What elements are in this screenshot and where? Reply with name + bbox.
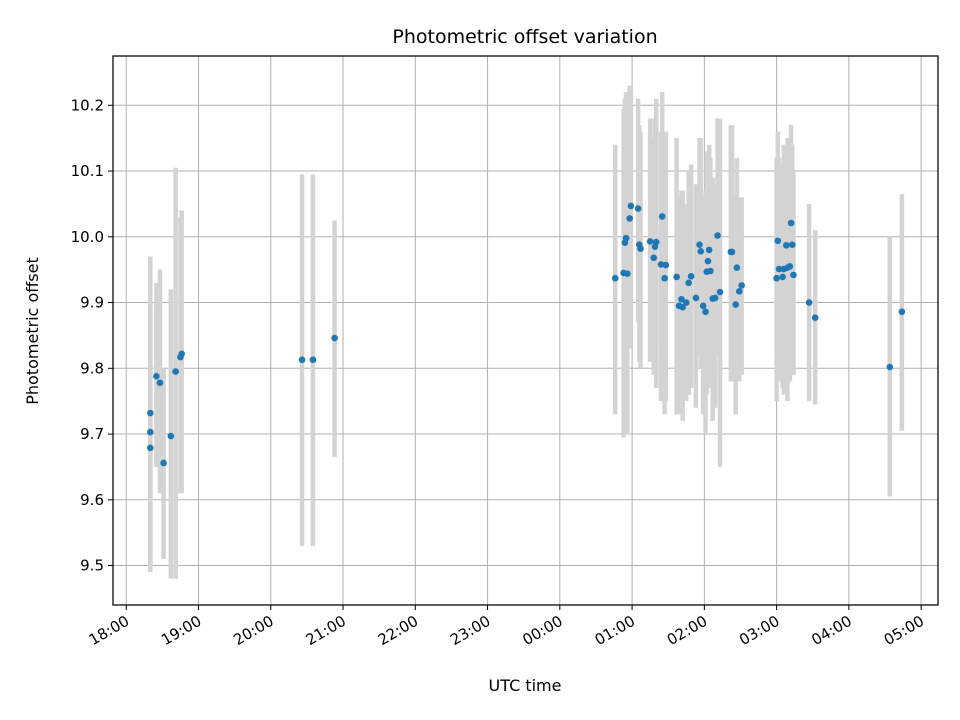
- data-point: [886, 363, 894, 371]
- data-point: [153, 372, 160, 380]
- y-tick-label: 9.6: [80, 491, 104, 509]
- y-tick-label: 9.7: [80, 425, 104, 443]
- data-point: [711, 294, 719, 302]
- data-point: [779, 273, 786, 281]
- data-point: [160, 459, 167, 467]
- data-point: [167, 432, 175, 440]
- data-point: [704, 257, 712, 265]
- data-point: [716, 288, 724, 296]
- data-point: [786, 263, 794, 270]
- data-point: [714, 232, 721, 239]
- data-point: [650, 254, 658, 262]
- data-point: [774, 237, 782, 245]
- data-point: [682, 299, 690, 306]
- data-point: [147, 444, 154, 452]
- y-tick-label: 10.0: [71, 228, 104, 246]
- data-point: [646, 238, 654, 245]
- data-point: [658, 213, 666, 220]
- data-point: [156, 379, 164, 387]
- y-tick-label: 9.9: [80, 294, 104, 312]
- data-point: [172, 368, 179, 375]
- data-point: [652, 238, 660, 246]
- data-point: [696, 241, 703, 248]
- data-point: [735, 288, 743, 295]
- data-point: [702, 308, 709, 316]
- data-point: [732, 301, 739, 308]
- data-point: [782, 242, 790, 249]
- data-point: [787, 219, 795, 227]
- data-point: [775, 265, 783, 273]
- y-tick-label: 9.8: [80, 359, 104, 377]
- data-point: [687, 272, 695, 280]
- data-point: [147, 428, 154, 436]
- data-point: [728, 248, 736, 256]
- data-point: [611, 274, 619, 282]
- y-tick-label: 10.1: [71, 162, 104, 180]
- data-point: [811, 314, 819, 321]
- data-point: [634, 205, 642, 212]
- data-point: [623, 270, 631, 277]
- data-point: [805, 299, 813, 306]
- data-point: [331, 334, 338, 342]
- x-axis-title: UTC time: [489, 676, 562, 695]
- data-point: [692, 294, 700, 302]
- data-point: [679, 303, 686, 311]
- data-point: [898, 308, 906, 316]
- data-point: [697, 247, 705, 255]
- data-points: [147, 202, 906, 467]
- data-point: [685, 279, 692, 287]
- data-point: [705, 246, 713, 254]
- y-axis-title: Photometric offset: [23, 257, 42, 405]
- data-point: [147, 409, 154, 417]
- data-point: [733, 264, 741, 272]
- data-point: [773, 274, 780, 282]
- plot-frame: [112, 55, 939, 606]
- data-point: [738, 282, 745, 289]
- data-point: [678, 295, 685, 303]
- data-point: [637, 245, 644, 252]
- data-point: [790, 271, 797, 279]
- data-point: [298, 356, 306, 364]
- chart-title: Photometric offset variation: [392, 26, 657, 48]
- data-point: [626, 215, 633, 222]
- data-point: [657, 261, 665, 268]
- y-axis: 9.5 9.6 9.7 9.8 9.9 10.0 10.1 10.2: [71, 96, 113, 575]
- data-point: [699, 302, 707, 310]
- data-point: [662, 261, 670, 269]
- data-point: [788, 241, 796, 248]
- data-point: [309, 356, 317, 364]
- data-point: [178, 350, 185, 358]
- y-tick-label: 10.2: [71, 96, 104, 114]
- data-point: [673, 273, 680, 281]
- data-point: [622, 234, 630, 242]
- y-tick-label: 9.5: [80, 557, 104, 575]
- data-point: [707, 267, 714, 275]
- data-point: [627, 202, 635, 210]
- data-point: [661, 274, 668, 282]
